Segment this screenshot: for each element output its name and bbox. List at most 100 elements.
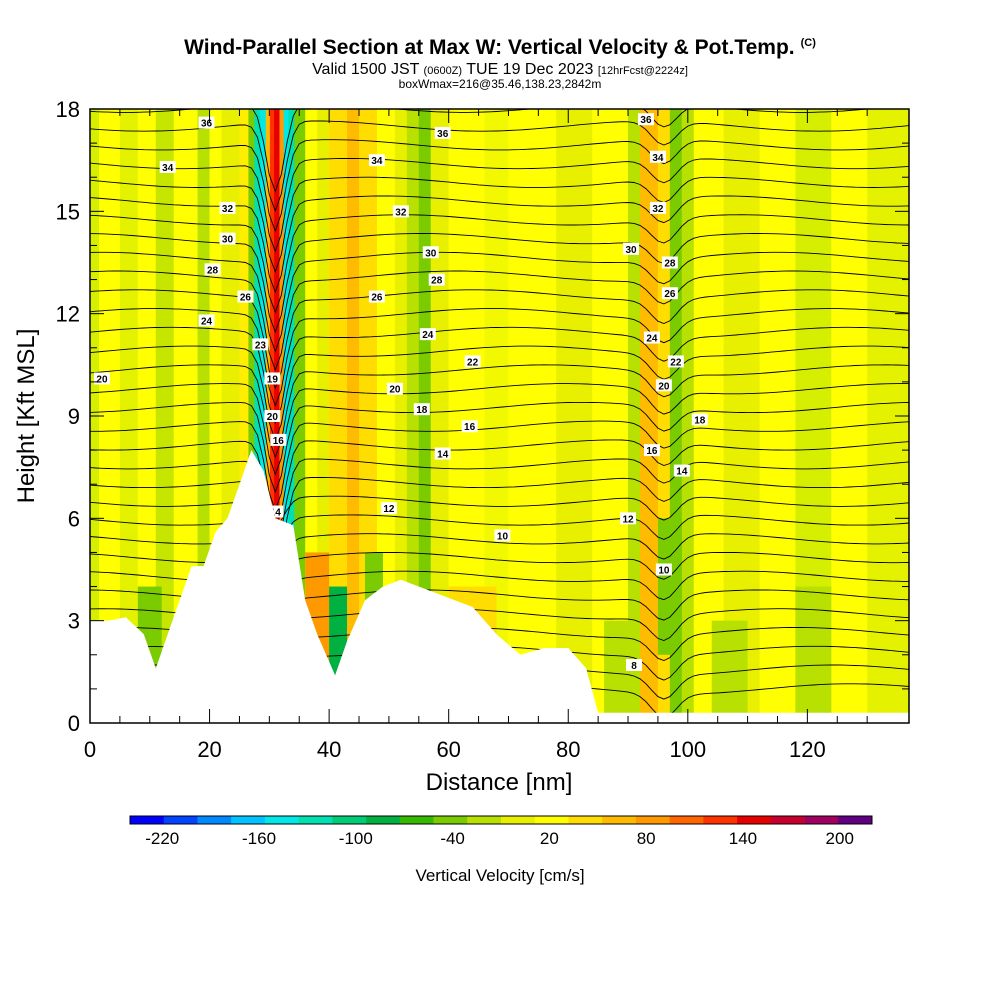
isentrope-label-bg [637,113,654,126]
utc-time: (0600Z) [423,65,463,77]
velocity-band [98,109,121,723]
isentrope-label: 22 [670,357,682,368]
y-tick-label: 18 [56,97,80,122]
isentrope-label-bg [159,160,176,173]
velocity-band [119,109,139,723]
isentrope-label-bg [620,512,637,525]
velocity-band [681,109,695,723]
colorbar-swatch [669,816,704,824]
velocity-band [759,109,796,723]
isentrope-label: 14 [676,467,688,478]
isentrope-line [90,439,909,530]
colorbar-swatch [366,816,401,824]
isentrope-label-bg [252,338,269,351]
colorbar-swatch [399,816,434,824]
velocity-band [508,109,557,723]
velocity-band [628,109,641,723]
colorbar-swatch [804,816,839,824]
isentrope-label: 36 [437,129,449,140]
valid-time: Valid 1500 JST [312,61,420,78]
colorbar-swatch [163,816,198,824]
isentrope-label-bg [428,273,445,286]
colorbar-title: Vertical Velocity [cm/s] [415,866,584,885]
terrain-profile [90,450,909,723]
isentrope-label-bg [386,382,403,395]
isentrope-line [90,251,909,353]
colorbar-swatch [231,816,266,824]
isentrope-label-bg [661,256,678,269]
colorbar-tick-label: 200 [826,829,854,848]
colorbar-swatch [433,816,468,824]
isentrope-label: 36 [640,115,652,126]
colorbar-swatch [467,816,502,824]
isentrope-label: 14 [270,508,282,519]
velocity-band [279,109,285,723]
isentrope-label-bg [655,379,672,392]
isentrope-line [90,326,909,425]
isentrope-label: 30 [425,248,437,259]
velocity-band [155,109,175,723]
chart-title: Wind-Parallel Section at Max W: Vertical… [0,36,1000,60]
box-info: boxWmax=216@35.46,138.23,2842m [398,77,602,91]
x-tick-label: 40 [317,737,341,762]
colorbar-swatch [602,816,637,824]
velocity-band [430,109,450,723]
isentrope-label: 26 [371,293,383,304]
velocity-band [248,109,255,723]
isentrope-label: 22 [467,357,479,368]
isentrope-label-bg [198,116,215,129]
isentrope-line [90,289,909,390]
y-tick-label: 6 [68,506,80,531]
velocity-band [418,109,432,723]
velocity-band [288,109,295,723]
isentrope-label: 12 [383,504,395,515]
colorbar-border [129,815,873,825]
isentrope-label-bg [673,464,690,477]
isentrope-label: 20 [389,385,401,396]
colorbar-tick-label: -160 [242,829,276,848]
isentrope-label-bg [219,201,236,214]
colorbar-swatch [703,816,738,824]
isentrope-line [90,364,909,459]
colorbar-swatch [568,816,603,824]
isentrope-label-bg [198,314,215,327]
x-tick-label: 120 [789,737,826,762]
isentrope-label: 36 [201,119,213,130]
x-tick-label: 100 [669,737,706,762]
colorbar-swatch [298,816,333,824]
x-axis: 0 20 40 60 80 100 120 [84,109,868,762]
y-tick-label: 9 [68,404,80,429]
isentrope-label: 10 [497,531,509,542]
y-tick-label: 3 [68,609,80,634]
isentrope-label-bg [237,290,254,303]
colorbar-swatch [770,816,805,824]
isentrope-label: 16 [273,436,285,447]
colorbar-swatch [737,816,772,824]
isentrope-label: 28 [664,259,676,270]
isentrope-label-bg [422,246,439,259]
isentrope-label: 20 [96,374,108,385]
colorbar-tick-label: 80 [637,829,656,848]
isentrope-label: 19 [267,374,279,385]
isentrope-line [90,495,909,527]
velocity-band [260,109,267,723]
colorbar-swatch [501,816,536,824]
x-tick-label: 20 [197,737,221,762]
isentrope-line [90,383,909,476]
isentrope-line [90,214,909,314]
isentrope-label: 20 [267,412,279,423]
isentrope-label: 18 [694,415,706,426]
colorbar-tick-label: -220 [145,829,179,848]
x-tick-label: 0 [84,737,96,762]
velocity-band [406,109,420,723]
isentrope-label: 26 [240,293,252,304]
isentrope-label: 24 [422,330,434,341]
isentrope-label-bg [623,242,640,255]
colorbar: -220 -160 -100 -40 20 80 140 200 [129,815,873,848]
isentrope-line [90,176,909,274]
isentrope-label-bg [368,290,385,303]
colorbar-tick-label: -40 [440,829,465,848]
velocity-band [394,109,408,723]
velocity-band [329,109,348,723]
